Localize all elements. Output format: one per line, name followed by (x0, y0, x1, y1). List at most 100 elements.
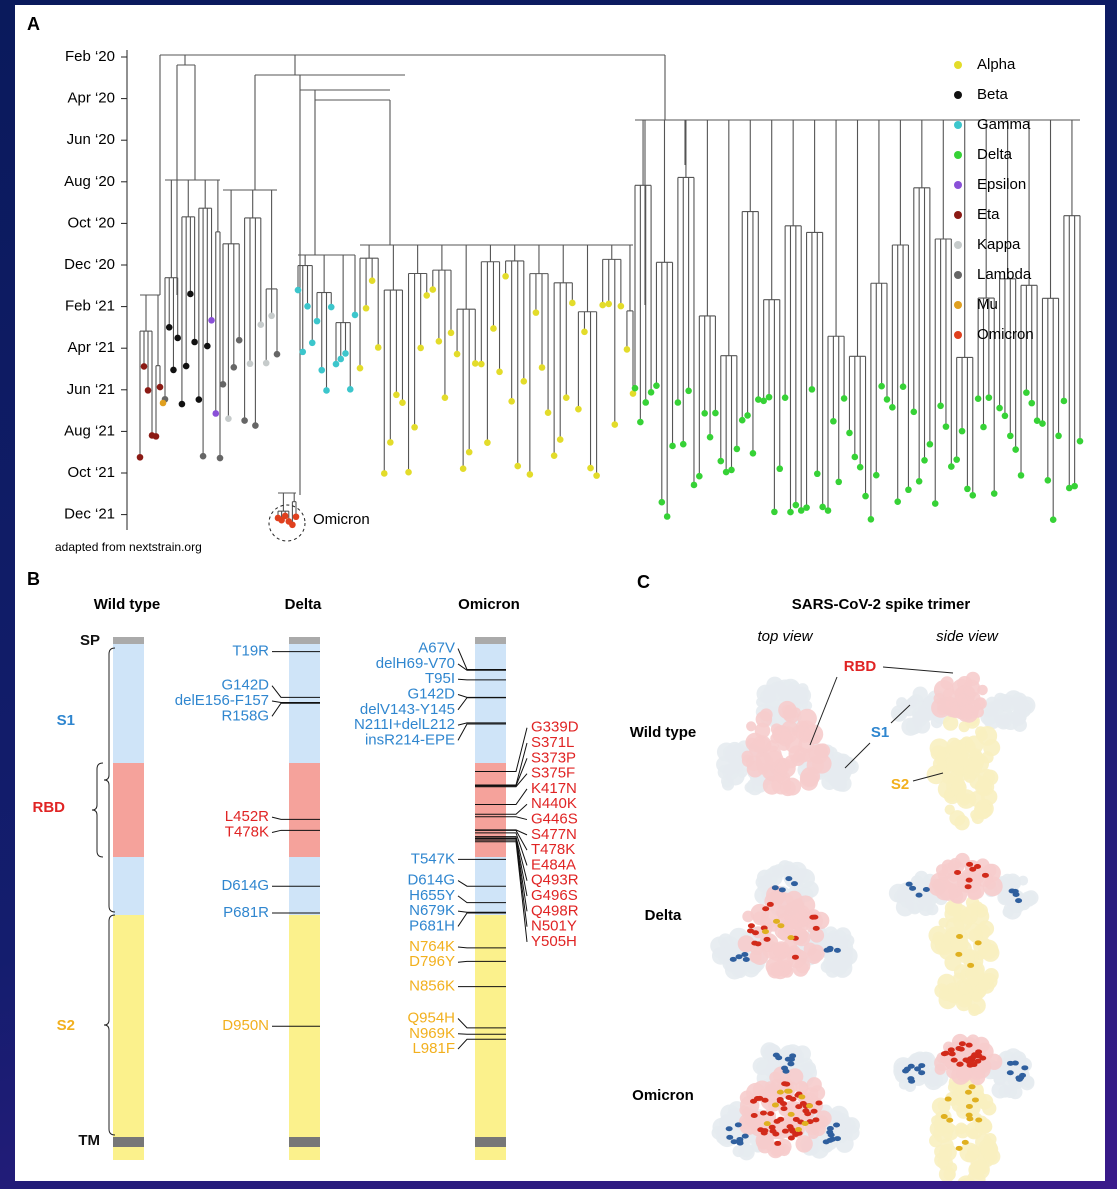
leaf-dot (819, 503, 826, 511)
surface (969, 1069, 986, 1086)
leaf-dot (257, 321, 265, 328)
mutation-site (789, 1053, 797, 1059)
leaf-dot (792, 501, 800, 509)
surface (798, 1082, 809, 1093)
surface (950, 934, 969, 953)
mutation-site (965, 1112, 973, 1118)
leaf-dot (894, 498, 902, 505)
surface (757, 1139, 772, 1154)
s2-segment (475, 1147, 506, 1160)
legend-label: Eta (977, 206, 1000, 223)
mutation-site (773, 918, 781, 924)
s1-segment (113, 644, 144, 763)
date-label: Jun ‘20 (67, 131, 115, 148)
leaf-dot (520, 378, 528, 385)
mutation-site (771, 885, 779, 891)
leaf-dot (556, 436, 564, 443)
leaf-dot (856, 463, 864, 471)
mutation-label: T478K (531, 841, 575, 858)
leaf-dot (899, 383, 907, 391)
mutation-site (768, 1124, 776, 1130)
leaf-dot (136, 453, 144, 461)
mutation-site (969, 866, 977, 872)
mutation-label: P681R (223, 904, 269, 921)
leaf-dot (165, 323, 173, 331)
mutation-label: G496S (531, 887, 578, 904)
leaf-dot (212, 410, 220, 417)
leaf-dot (669, 442, 676, 450)
date-label: Jun ‘21 (67, 381, 115, 398)
leaf-dot (380, 470, 388, 477)
leaf-dot (191, 338, 198, 346)
mutation-site (776, 1098, 784, 1104)
mutation-site (918, 1070, 926, 1076)
surface (930, 745, 947, 761)
leaf-dot (593, 472, 600, 479)
leaf-dot (532, 309, 540, 316)
surface (964, 1099, 981, 1117)
leaf-dot (562, 394, 570, 402)
leaf-dot (484, 439, 491, 446)
brace (103, 914, 116, 1136)
surface (985, 1053, 1003, 1071)
row-label: Omicron (632, 1087, 694, 1104)
surface (908, 902, 921, 915)
leaf-dot (318, 366, 326, 374)
surface (782, 1113, 798, 1129)
mutation-line (457, 910, 506, 913)
surface (741, 750, 754, 763)
leaf-dot (387, 439, 394, 446)
surface (730, 743, 744, 757)
mutation-line (475, 803, 528, 815)
leaf-dot (840, 395, 848, 402)
mutation-site (826, 947, 834, 953)
column-header: Delta (285, 596, 322, 613)
surface (974, 698, 986, 709)
mutation-site (961, 1139, 969, 1145)
surface (770, 889, 785, 903)
legend-swatch (954, 211, 962, 219)
leaf-dot (262, 359, 270, 367)
leaf-dot (362, 304, 370, 312)
mutation-site (767, 1111, 775, 1117)
mutation-label: T95I (425, 670, 455, 687)
leaf-dot (235, 336, 243, 344)
leaf-dot (942, 423, 950, 430)
surface (795, 1135, 813, 1153)
leaf-dot (423, 292, 431, 299)
leaf-dot (755, 396, 762, 403)
leaf-dot (623, 346, 631, 353)
mutation-site (750, 1113, 758, 1119)
mutation-site (787, 1061, 795, 1067)
leaf-dot (478, 360, 485, 368)
tm-segment (113, 1137, 144, 1147)
leaf-dot (356, 364, 364, 372)
leaf-dot (496, 368, 503, 376)
surface (958, 708, 972, 722)
leaf-dot (140, 363, 148, 370)
leaf-dot (332, 360, 340, 368)
leaf-dot (374, 344, 382, 351)
leaf-dot (219, 381, 227, 388)
surface (775, 906, 787, 918)
surface (742, 910, 754, 923)
mutation-site (954, 870, 962, 876)
brace (91, 762, 104, 858)
mutation-label: S373P (531, 749, 576, 766)
mutation-site (783, 1081, 791, 1087)
leaf-dot (1049, 516, 1057, 524)
mutation-site (759, 1110, 767, 1116)
mutation-line (457, 722, 506, 726)
mutation-site (955, 951, 963, 957)
mutation-site (766, 901, 774, 907)
mutation-site (947, 1047, 955, 1053)
callout-line (890, 704, 911, 724)
leaf-dot (508, 397, 515, 405)
mutation-line (475, 841, 528, 943)
leaf-dot (738, 416, 746, 424)
mutation-line (475, 838, 528, 912)
surface (779, 780, 796, 797)
surface (959, 1142, 980, 1163)
leaf-dot (342, 350, 349, 357)
mutation-label: N679K (409, 902, 455, 919)
